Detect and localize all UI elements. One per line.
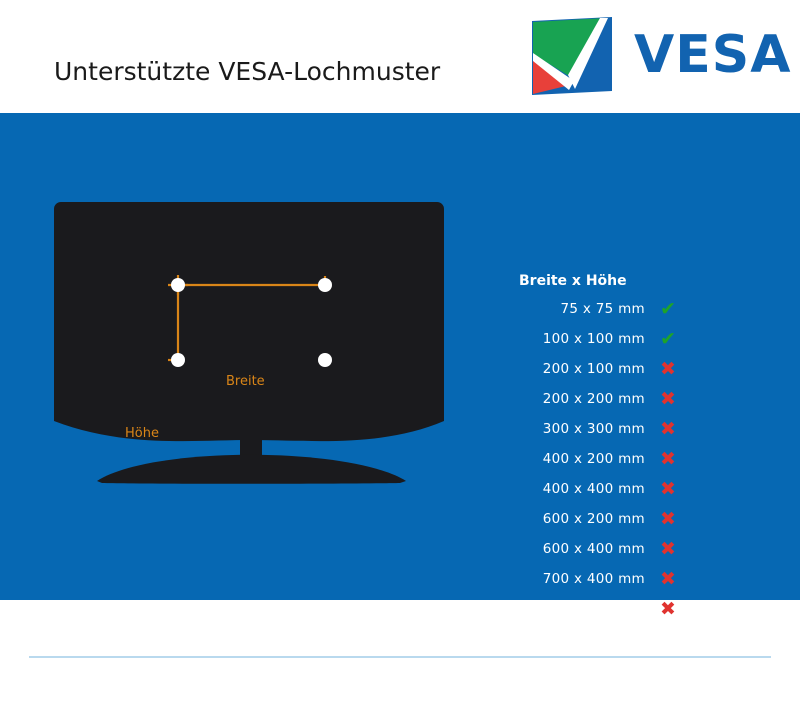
mount-hole-top-right [318,278,332,292]
table-row: 700 x 400 mm ✖ [505,564,695,594]
vesa-size-label: 200 x 200 mm [542,391,645,407]
footer-divider [29,656,771,658]
vesa-size-label: 300 x 300 mm [542,421,645,437]
table-row: 100 x 100 mm ✔ [505,324,695,354]
vesa-pattern-table: Breite x Höhe 75 x 75 mm ✔ 100 x 100 mm ✔ 20… [505,268,695,624]
vesa-size-label: 75 x 75 mm [560,301,645,317]
cross-icon: ✖ [660,537,676,560]
tv-stand-base [97,454,406,484]
cross-icon: ✖ [660,447,676,470]
check-icon: ✔ [660,297,676,320]
cross-icon: ✖ [660,507,676,530]
vesa-wordmark: VESA [634,25,792,85]
table-row: 75 x 75 mm ✔ [505,294,695,324]
vesa-size-label: 200 x 100 mm [542,361,645,377]
footer-line-2: Rufen Sie an, wir helfen gerne weiter! T… [29,688,441,703]
table-column-header: Breite x Höhe [519,273,627,289]
header-bar: Unterstützte VESA-Lochmuster VESA [0,0,800,113]
mount-hole-top-left [171,278,185,292]
table-row: 400 x 400 mm ✖ [505,474,695,504]
vesa-size-label: 400 x 200 mm [542,451,645,467]
vesa-checkmark-logo-icon [532,17,612,95]
vesa-size-label: 100 x 100 mm [542,331,645,347]
table-row: 200 x 200 mm ✖ [505,384,695,414]
tv-body [54,202,444,442]
vesa-size-label: 400 x 400 mm [542,481,645,497]
check-icon: ✔ [660,327,676,350]
table-row: 800 x 400 mm ✖ [505,594,695,624]
page-title: Unterstützte VESA-Lochmuster [54,57,441,86]
cross-icon: ✖ [660,597,676,620]
cross-icon: ✖ [660,477,676,500]
mount-hole-bottom-left [171,353,185,367]
table-body: 75 x 75 mm ✔ 100 x 100 mm ✔ 200 x 100 mm ✖ 200… [505,294,695,624]
content-panel: Breite Höhe Rückseite TV-Gerät Breite x … [0,113,800,703]
tv-figure-caption: Rückseite TV-Gerät [182,612,318,628]
tv-back-illustration [40,188,470,518]
table-row: 600 x 400 mm ✖ [505,534,695,564]
footer-line-1: Sie haben Fragen zu der VESA-Norm oder I… [29,669,579,684]
vesa-size-label: 600 x 400 mm [542,541,645,557]
cross-icon: ✖ [660,387,676,410]
table-row: 200 x 100 mm ✖ [505,354,695,384]
cross-icon: ✖ [660,417,676,440]
vesa-size-label: 800 x 400 mm [542,601,645,617]
table-row: 600 x 200 mm ✖ [505,504,695,534]
cross-icon: ✖ [660,357,676,380]
footer-contact-text: Sie haben Fragen zu der VESA-Norm oder I… [29,667,578,705]
mount-hole-bottom-right [318,353,332,367]
table-row: 400 x 200 mm ✖ [505,444,695,474]
breite-label: Breite [226,374,265,389]
vesa-logo: VESA [530,17,790,95]
vesa-size-label: 700 x 400 mm [542,571,645,587]
table-row: 300 x 300 mm ✖ [505,414,695,444]
vesa-size-label: 600 x 200 mm [542,511,645,527]
cross-icon: ✖ [660,567,676,590]
tv-diagram-svg [54,202,444,484]
hoehe-label: Höhe [125,426,159,441]
